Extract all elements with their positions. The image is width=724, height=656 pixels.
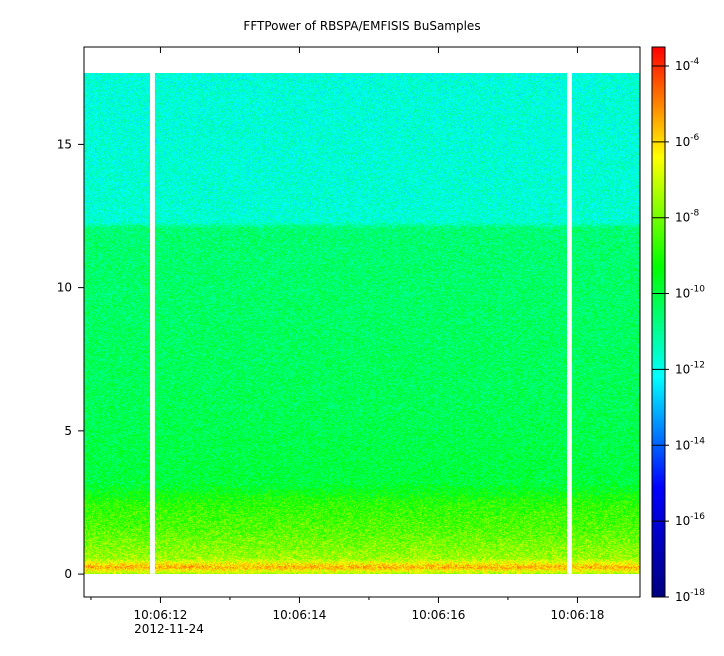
y-tick-label: 10 bbox=[57, 281, 72, 295]
y-tick-label: 5 bbox=[64, 424, 72, 438]
x-tick-label: 10:06:12 bbox=[133, 608, 187, 622]
colorbar-tick-label: 10-14 bbox=[675, 436, 705, 452]
chart-title: FFTPower of RBSPA/EMFISIS BuSamples bbox=[243, 19, 480, 33]
colorbar-gradient bbox=[651, 46, 666, 598]
colorbar-tick-label: 10-16 bbox=[675, 512, 705, 528]
colorbar-tick-label: 10-18 bbox=[675, 588, 705, 604]
plot-area bbox=[83, 46, 641, 598]
data-gap-1 bbox=[567, 72, 572, 574]
spectrogram-raster bbox=[84, 72, 640, 574]
colorbar: 10-4 10-6 10-8 10-10 10-12 10-14 10-16 10-18 bbox=[651, 46, 705, 604]
colorbar-tick-label: 10-6 bbox=[675, 133, 700, 149]
colorbar-tick-label: 10-10 bbox=[675, 285, 705, 301]
colorbar-tick-label: 10-8 bbox=[675, 209, 700, 225]
colorbar-tick-label: 10-12 bbox=[675, 360, 705, 376]
x-tick-label: 10:06:18 bbox=[550, 608, 604, 622]
data-gap-0 bbox=[150, 72, 155, 574]
y-axis: 0 5 10 15 bbox=[57, 137, 84, 581]
x-tick-label: 10:06:16 bbox=[411, 608, 465, 622]
x-axis: 10:06:12 10:06:14 10:06:16 10:06:18 bbox=[90, 47, 604, 622]
x-date-label: 2012-11-24 bbox=[134, 622, 204, 636]
y-tick-label: 15 bbox=[57, 137, 72, 151]
y-tick-label: 0 bbox=[64, 567, 72, 581]
plot-frame bbox=[83, 46, 641, 598]
x-tick-label: 10:06:14 bbox=[272, 608, 326, 622]
colorbar-tick-label: 10-4 bbox=[675, 57, 700, 73]
